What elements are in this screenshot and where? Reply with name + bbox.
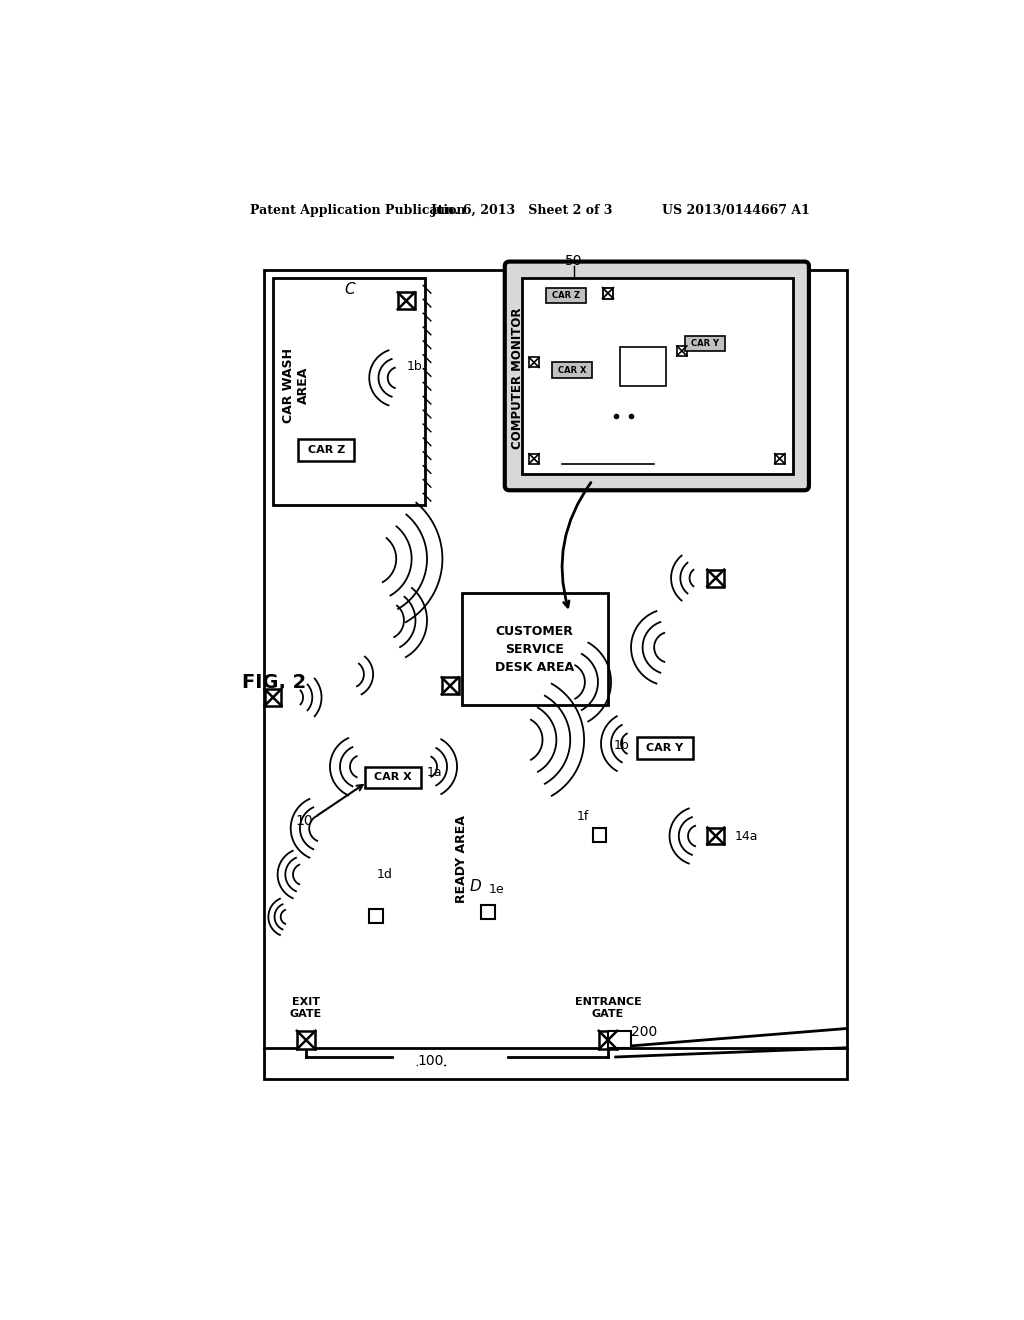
Text: Patent Application Publication: Patent Application Publication — [250, 205, 466, 218]
Text: CAR Z: CAR Z — [552, 290, 581, 300]
Text: CAR Y: CAR Y — [646, 743, 683, 754]
Text: 1b: 1b — [407, 360, 422, 372]
Text: READY AREA: READY AREA — [455, 816, 468, 903]
Text: COMPUTER MONITOR: COMPUTER MONITOR — [511, 308, 524, 449]
Text: CAR X: CAR X — [374, 772, 412, 783]
Bar — [775, 454, 784, 463]
Text: US 2013/0144667 A1: US 2013/0144667 A1 — [662, 205, 810, 218]
Bar — [481, 906, 495, 919]
Bar — [366, 767, 421, 788]
Text: CAR Z: CAR Z — [307, 445, 345, 455]
Text: Jun. 6, 2013   Sheet 2 of 3: Jun. 6, 2013 Sheet 2 of 3 — [431, 205, 613, 218]
Bar — [529, 454, 539, 463]
Text: CAR X: CAR X — [557, 366, 586, 375]
Text: 1d: 1d — [377, 869, 393, 880]
Bar — [264, 689, 282, 706]
Bar — [708, 828, 724, 845]
Bar — [547, 288, 587, 304]
Text: CAR Y: CAR Y — [691, 339, 719, 347]
Text: FIG. 2: FIG. 2 — [243, 672, 306, 692]
Bar — [441, 677, 459, 694]
Bar — [521, 277, 793, 474]
Text: 200: 200 — [631, 1026, 657, 1039]
Bar — [273, 277, 425, 506]
Text: 1a: 1a — [427, 767, 442, 779]
Bar — [298, 440, 354, 461]
Bar — [620, 347, 666, 385]
Bar — [637, 738, 692, 759]
Text: CUSTOMER
SERVICE
DESK AREA: CUSTOMER SERVICE DESK AREA — [496, 624, 574, 673]
Text: 1e: 1e — [488, 883, 504, 896]
Text: 1b: 1b — [613, 739, 630, 751]
Bar — [529, 358, 539, 367]
Text: 100: 100 — [418, 1053, 444, 1068]
Bar — [677, 346, 687, 356]
Bar — [608, 1031, 631, 1048]
Bar — [602, 288, 613, 298]
FancyBboxPatch shape — [505, 261, 809, 490]
Text: C: C — [345, 281, 355, 297]
Bar — [685, 335, 725, 351]
Text: 1f: 1f — [577, 810, 589, 824]
Bar — [370, 909, 383, 923]
Text: D: D — [470, 879, 481, 894]
Text: 50: 50 — [565, 253, 583, 268]
Text: 10: 10 — [295, 813, 312, 828]
Text: EXIT
GATE: EXIT GATE — [290, 997, 323, 1019]
Text: 14a: 14a — [735, 829, 759, 842]
Bar — [462, 594, 608, 705]
Text: ENTRANCE
GATE: ENTRANCE GATE — [574, 997, 641, 1019]
Bar — [552, 363, 592, 378]
Bar — [397, 293, 415, 309]
Bar — [264, 271, 847, 1078]
Text: CAR WASH
AREA: CAR WASH AREA — [282, 348, 310, 422]
Bar — [708, 570, 724, 586]
Bar — [593, 829, 606, 842]
Bar — [599, 1031, 617, 1049]
Bar — [297, 1031, 315, 1049]
